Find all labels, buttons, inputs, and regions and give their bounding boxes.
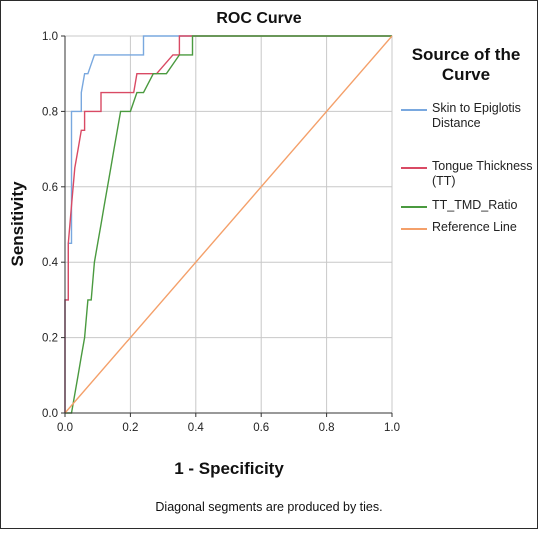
- axes: 0.0 0.2 0.4 0.6 0.8 1.0 0.0 0.2 0.4 0.6 0.8 1.0: [42, 31, 400, 434]
- legend-item-reference-line: Reference Line: [399, 220, 538, 240]
- y-tick-label: 0.4: [42, 257, 59, 269]
- legend-label: Tongue Thickness (TT): [432, 159, 533, 188]
- legend-item-skin-to-epiglotis: Skin to Epiglotis Distance: [399, 101, 538, 130]
- legend-title: Source of the Curve: [411, 45, 521, 84]
- series-line-2: [65, 35, 392, 414]
- y-tick-label: 0.0: [42, 408, 58, 420]
- y-tick-label: 0.2: [42, 333, 58, 345]
- legend-swatch-skin-to-epiglotis: [401, 109, 427, 111]
- x-tick-label: 0.8: [319, 422, 335, 434]
- footnote: Diagonal segments are produced by ties.: [155, 500, 383, 514]
- legend-item-tongue-thickness: Tongue Thickness (TT): [399, 159, 538, 188]
- series-line-1: [64, 35, 392, 413]
- legend-swatch-tongue-thickness: [401, 167, 427, 169]
- y-axis-label: Sensitivity: [8, 181, 27, 267]
- y-tick-label: 0.6: [42, 182, 58, 194]
- legend-label: Reference Line: [432, 220, 517, 234]
- legend-swatch-reference-line: [401, 228, 427, 230]
- legend-swatch-tt-tmd-ratio: [401, 206, 427, 208]
- legend-label: Skin to Epiglotis Distance: [432, 101, 521, 130]
- x-tick-label: 0.6: [253, 422, 269, 434]
- legend-label: TT_TMD_Ratio: [432, 198, 518, 212]
- x-axis-label: 1 - Specificity: [174, 459, 284, 478]
- x-tick-label: 1.0: [384, 422, 400, 434]
- x-tick-label: 0.4: [188, 422, 205, 434]
- series-line-3: [64, 35, 393, 414]
- y-tick-label: 1.0: [42, 31, 58, 43]
- x-tick-label: 0.0: [57, 422, 73, 434]
- series-lines: [64, 35, 393, 414]
- legend-item-tt-tmd-ratio: TT_TMD_Ratio: [399, 198, 538, 218]
- y-tick-label: 0.8: [42, 106, 58, 118]
- chart-title: ROC Curve: [216, 10, 301, 27]
- x-tick-label: 0.2: [122, 422, 138, 434]
